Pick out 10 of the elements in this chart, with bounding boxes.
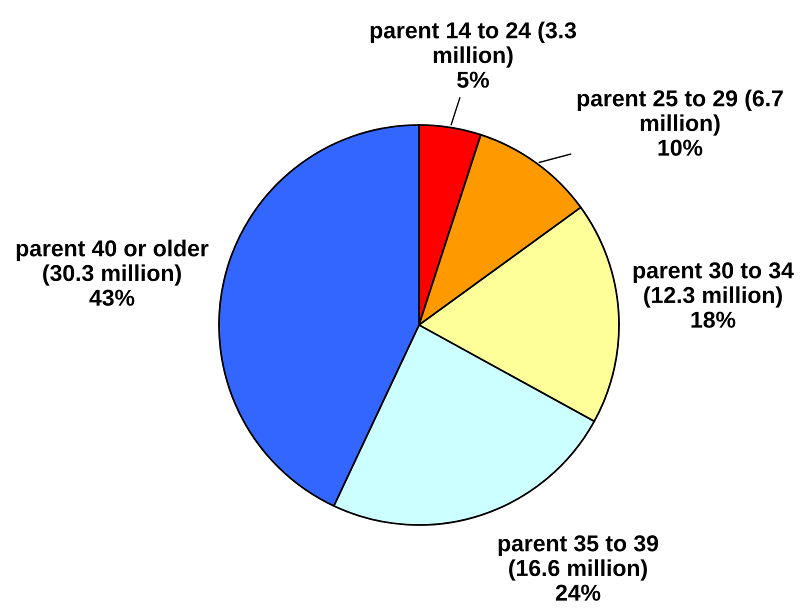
- data-label: 24%: [556, 584, 600, 601]
- slice-label: parent 30 to 34 (12.3 million): [634, 262, 794, 308]
- slice-label: parent 14 to 24 (3.3 million): [370, 22, 576, 68]
- data-label: 5%: [457, 72, 489, 88]
- data-label: 43%: [89, 290, 134, 306]
- slice-label: parent 40 or older (30.3 million): [16, 240, 208, 286]
- data-label: 10%: [658, 140, 702, 156]
- slice-label: parent 25 to 29 (6.7 million): [578, 90, 783, 136]
- slice-label: parent 35 to 39 (16.6 million): [498, 535, 658, 581]
- data-label: 18%: [692, 312, 736, 328]
